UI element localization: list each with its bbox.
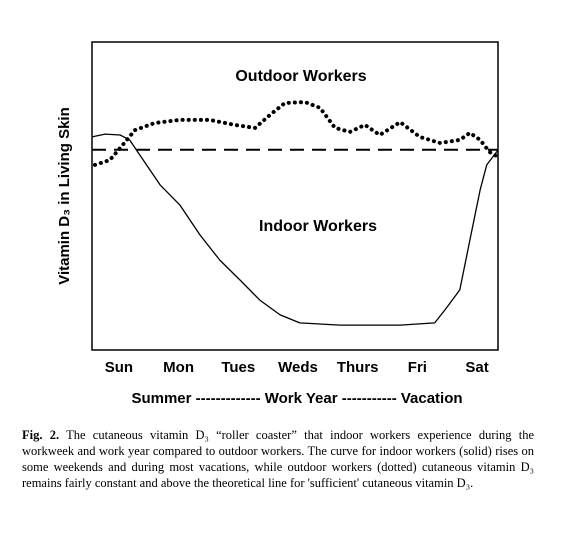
series-line xyxy=(91,133,499,326)
annotation: Outdoor Workers xyxy=(235,68,366,85)
period-label: Summer ------------- Work Year ---------… xyxy=(131,390,462,407)
x-tick-label: Mon xyxy=(163,359,194,376)
chart: Vitamin D₃ in Living Skin Outdoor Worker… xyxy=(56,41,500,407)
plot-frame xyxy=(91,41,499,351)
caption: Fig. 2. The cutaneous vitamin D₃ “roller… xyxy=(22,427,534,491)
y-axis-label: Vitamin D₃ in Living Skin xyxy=(56,107,73,285)
x-tick-label: Fri xyxy=(408,359,427,376)
caption-text: The cutaneous vitamin D₃ “roller coaster… xyxy=(22,428,534,490)
series-line xyxy=(93,100,500,167)
annotation: Indoor Workers xyxy=(259,218,377,235)
x-tick-label: Sun xyxy=(105,359,133,376)
x-tick-label: Thurs xyxy=(337,359,379,376)
x-tick-label: Tues xyxy=(221,359,255,376)
x-tick-label: Weds xyxy=(278,359,318,376)
x-tick-label: Sat xyxy=(465,359,488,376)
caption-label: Fig. 2. xyxy=(22,428,60,442)
